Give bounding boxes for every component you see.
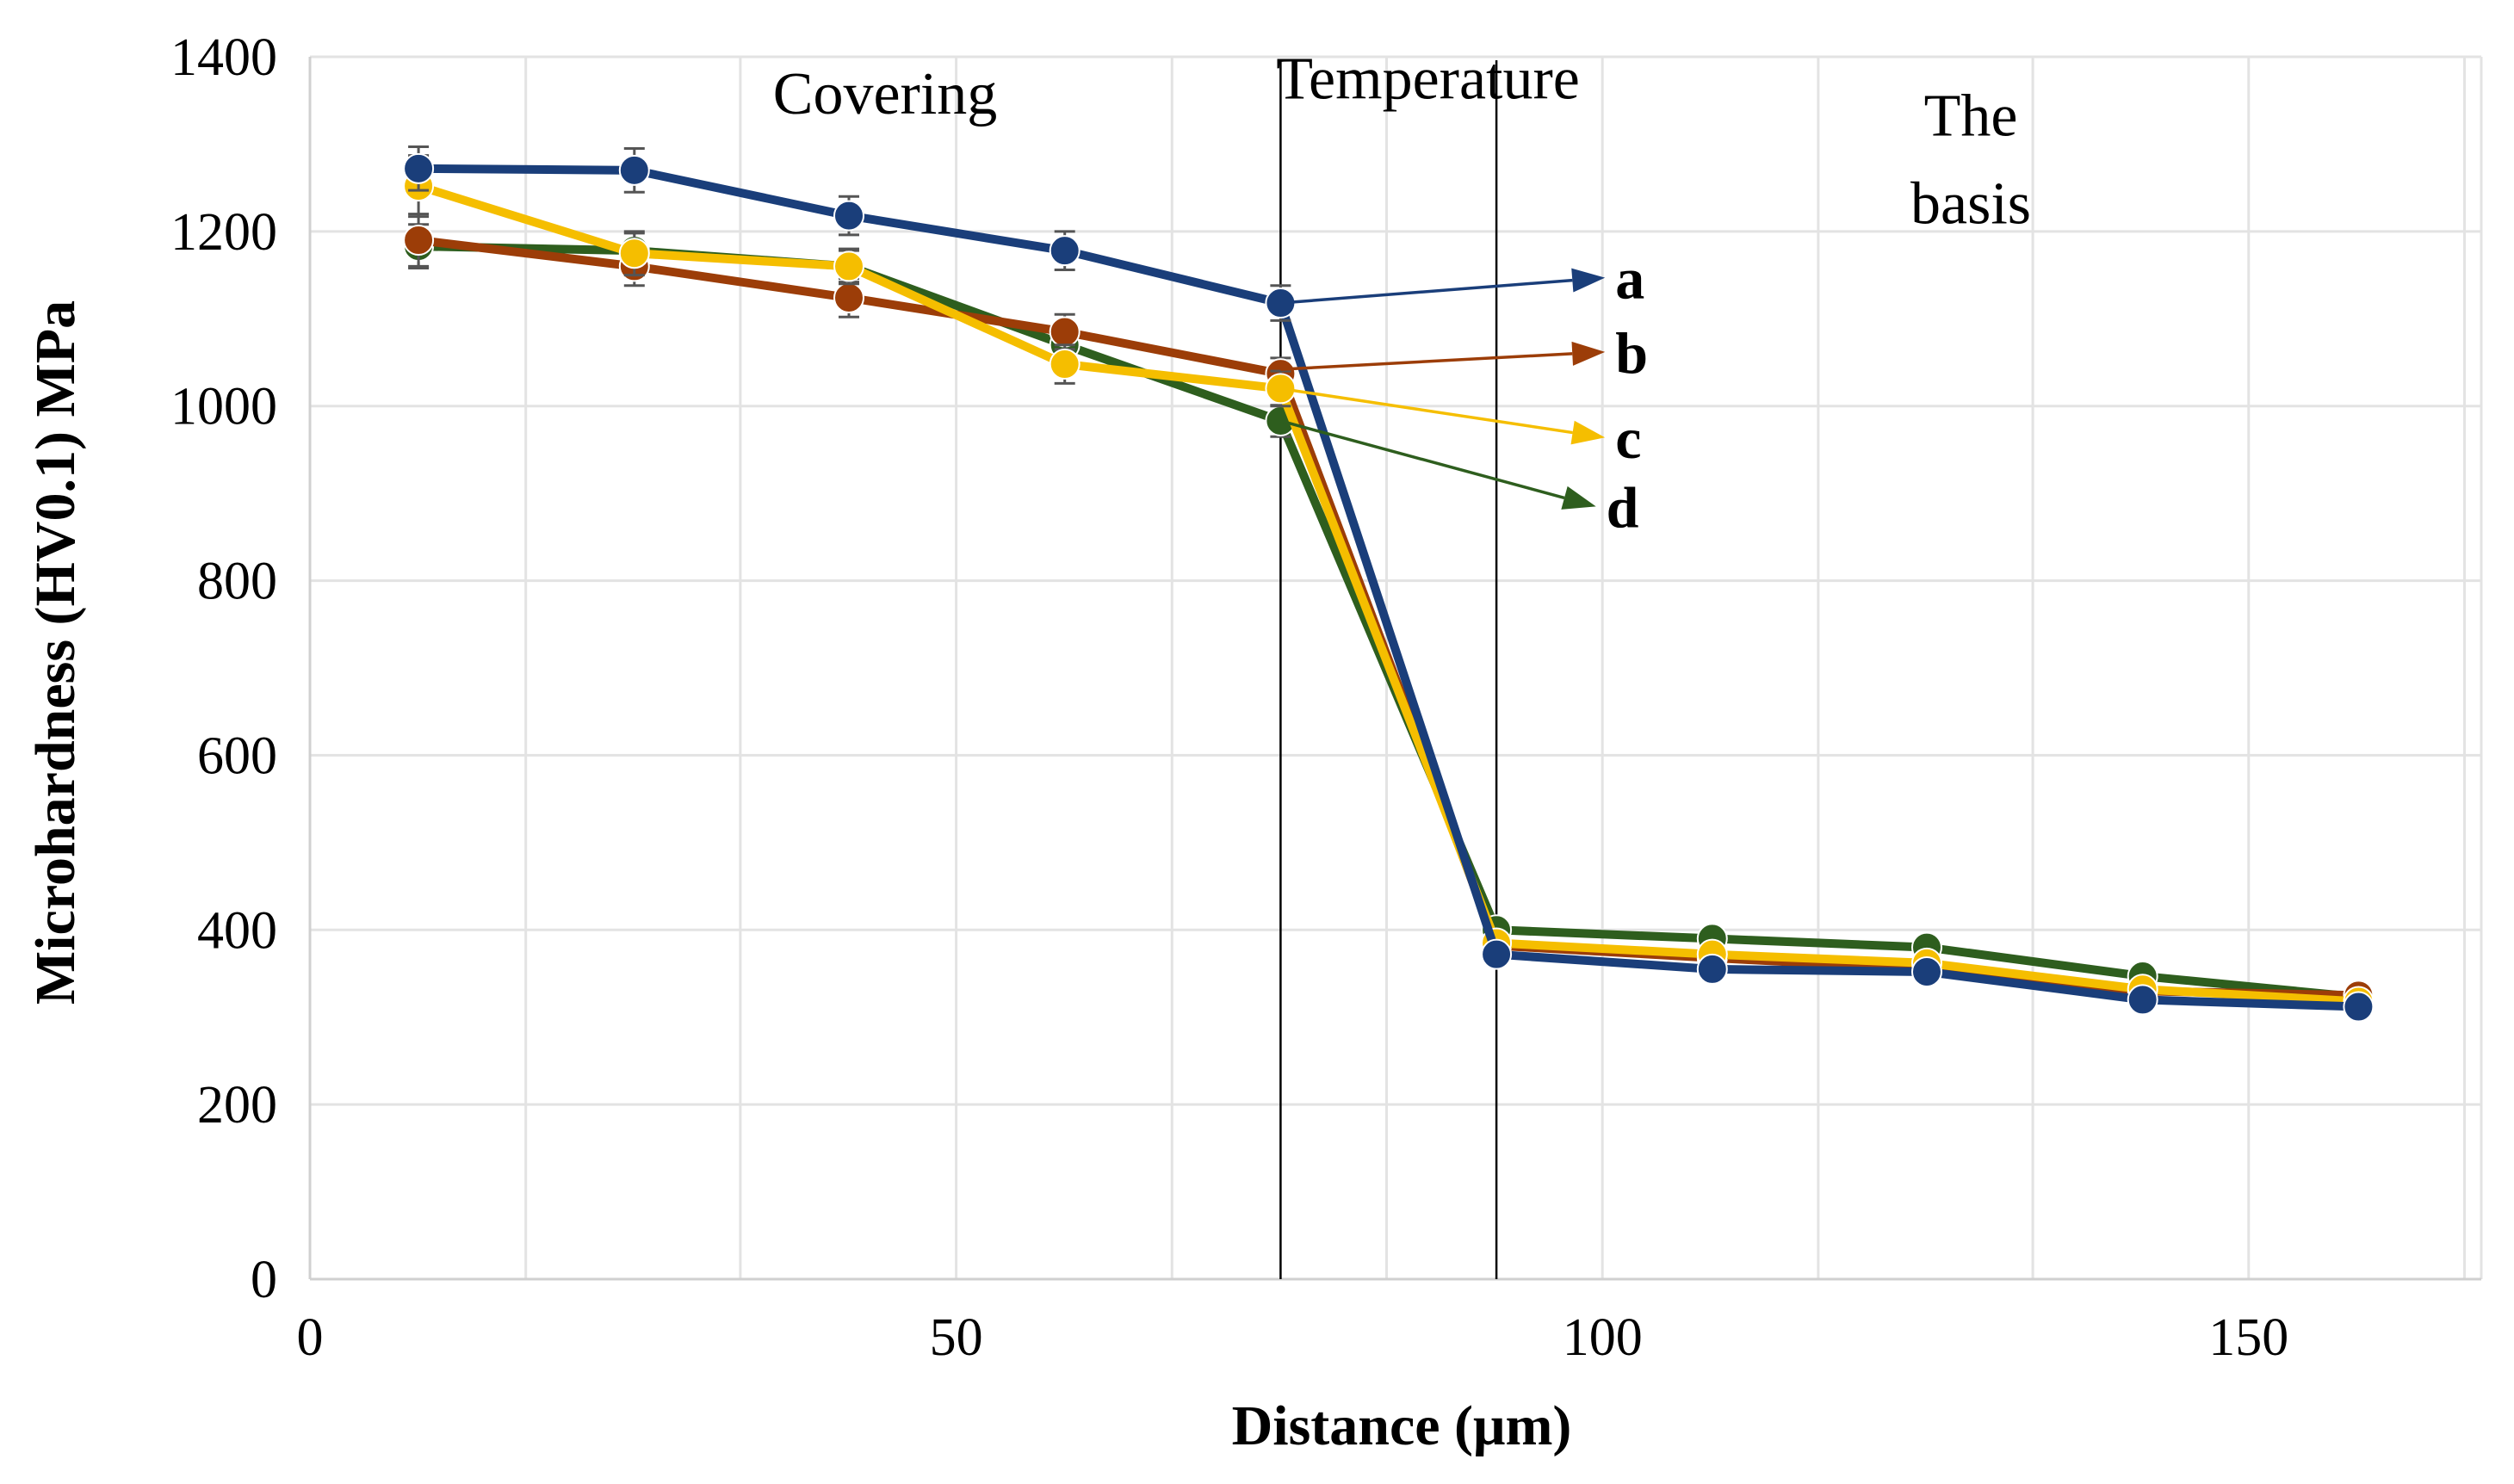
series-a-point-6	[1696, 953, 1728, 985]
series-b-point-2	[833, 281, 864, 313]
series-a-point-2	[833, 200, 864, 232]
region-label-0-line-0: Covering	[773, 61, 998, 127]
y-tick-label-2: 400	[197, 901, 277, 960]
series	[403, 145, 2375, 1023]
series-a-point-7	[1910, 955, 1942, 987]
region-label-1-line-0: Temperature	[1276, 46, 1580, 113]
series-a-point-8	[2127, 984, 2158, 1016]
annotation-arrowhead-a	[1571, 268, 1606, 293]
series-a-point-9	[2343, 991, 2375, 1023]
axes: 0 200 400 600 800 1000 1200 1400 0 50 100 150	[170, 28, 2481, 1367]
series-label-b: b	[1615, 320, 1648, 386]
series-a-point-0	[403, 152, 435, 184]
series-a	[403, 145, 2375, 1023]
annotation-arrow-d	[1279, 419, 1565, 500]
y-tick-label-4: 800	[197, 553, 277, 611]
y-tick-label-7: 1400	[170, 28, 277, 87]
region-dividers	[1279, 60, 1498, 1279]
series-c-point-3	[1049, 349, 1081, 380]
annotation-arrowhead-c	[1570, 420, 1606, 445]
series-b	[403, 213, 2375, 1011]
annotation-arrow-b	[1280, 352, 1573, 371]
annotation-arrowhead-d	[1561, 485, 1596, 510]
region-label-2-line-0: The	[1924, 83, 2018, 149]
x-tick-label-0: 0	[297, 1308, 324, 1367]
series-c-point-1	[618, 238, 650, 269]
x-tick-label-2: 100	[1563, 1308, 1643, 1367]
series-label-a: a	[1615, 246, 1644, 312]
y-tick-label-6: 1200	[170, 203, 277, 262]
region-label-2-line-1: basis	[1910, 170, 2031, 237]
series-b-point-0	[403, 225, 435, 256]
x-axis-title: Distance (μm)	[1232, 1394, 1572, 1457]
series-c-point-2	[833, 250, 864, 282]
series-a-line	[414, 164, 2363, 1011]
y-axis-title: Microhardness (HV0.1) MPa	[24, 300, 87, 1005]
series-c-line	[414, 182, 2363, 1006]
series-label-c: c	[1615, 405, 1641, 471]
y-tick-label-1: 200	[197, 1076, 277, 1135]
annotation-arrow-c	[1280, 386, 1573, 435]
grid	[310, 55, 2483, 1279]
series-label-d: d	[1607, 474, 1639, 540]
x-tick-label-3: 150	[2208, 1308, 2288, 1367]
annotation-arrowhead-b	[1571, 341, 1606, 366]
series-a-point-1	[618, 154, 650, 186]
series-a-point-5	[1481, 938, 1513, 970]
series-a-point-3	[1049, 235, 1081, 267]
series-c	[403, 154, 2375, 1017]
y-tick-label-5: 1000	[170, 378, 277, 436]
annotation-arrow-a	[1280, 278, 1573, 305]
x-tick-label-1: 50	[930, 1308, 983, 1367]
y-tick-label-3: 600	[197, 727, 277, 785]
series-b-point-3	[1049, 316, 1081, 348]
y-tick-label-0: 0	[251, 1251, 277, 1309]
